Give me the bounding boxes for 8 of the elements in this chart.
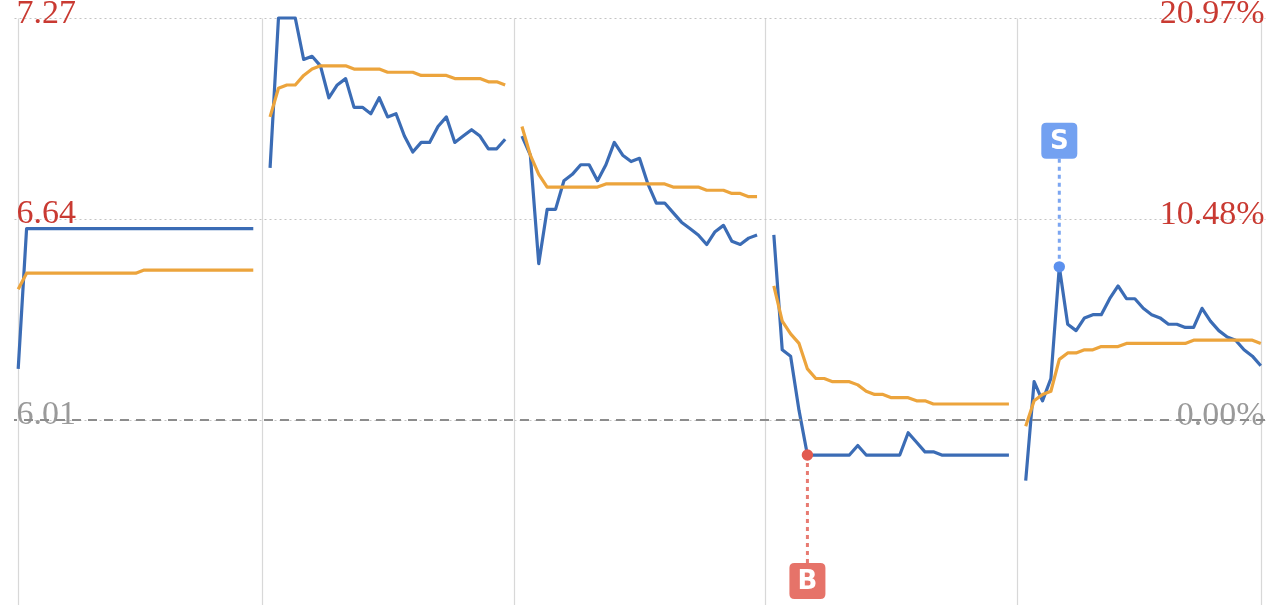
text: B [797, 565, 818, 596]
text: S [1049, 124, 1069, 155]
y-tick-label: 6.01 [16, 394, 76, 432]
y-tick-label: 6.64 [16, 193, 76, 231]
y2-tick-label: 10.48% [1159, 193, 1265, 231]
y2-tick-label: 0.00% [1176, 394, 1265, 432]
y2-tick-label: 20.97% [1159, 0, 1265, 30]
y-tick-label: 7.27 [16, 0, 76, 30]
